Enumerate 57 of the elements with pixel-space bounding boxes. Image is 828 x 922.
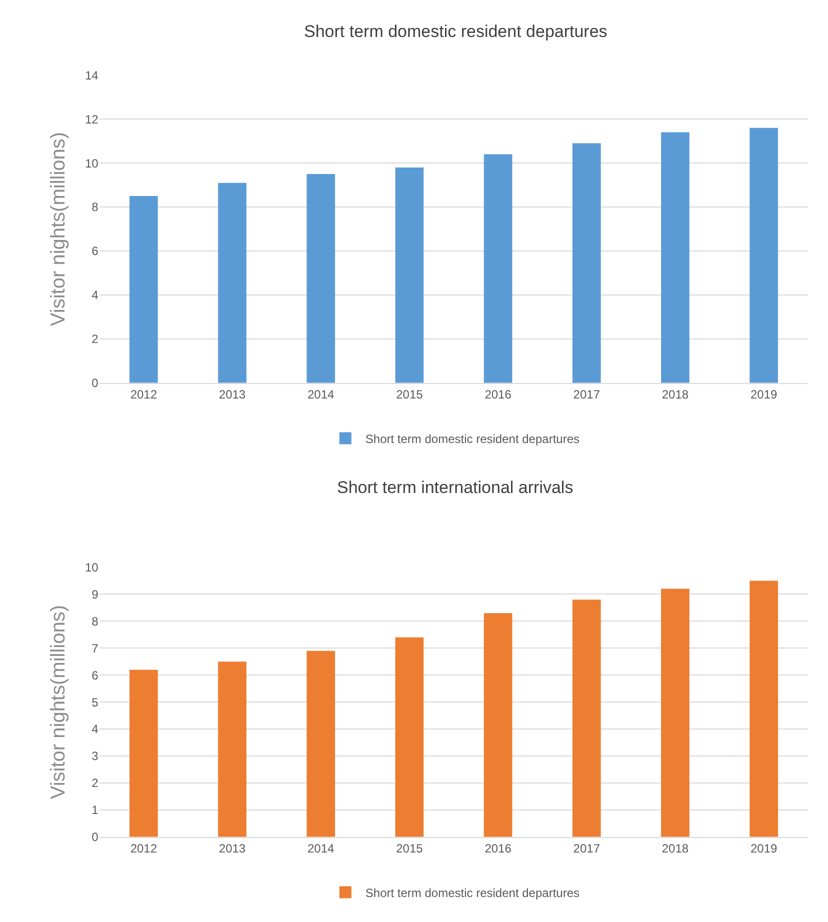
x-tick-label: 2018 xyxy=(662,387,689,402)
bar xyxy=(750,580,778,837)
x-tick-label: 2019 xyxy=(750,387,778,402)
y-tick-label: 5 xyxy=(92,695,99,710)
x-tick-label: 2014 xyxy=(308,841,335,856)
y-tick-label: 4 xyxy=(92,288,99,302)
legend-label: Short term domestic resident departures xyxy=(365,886,580,900)
chart-title: Short term domestic resident departures xyxy=(304,22,608,41)
y-tick-label: 10 xyxy=(85,156,99,170)
y-tick-label: 14 xyxy=(85,68,99,82)
bar xyxy=(661,132,690,383)
bar xyxy=(484,154,512,383)
bar xyxy=(218,662,246,837)
bar xyxy=(306,174,336,383)
legend-label: Short term domestic resident departures xyxy=(365,432,580,446)
bar xyxy=(395,167,424,383)
y-tick-label: 9 xyxy=(92,587,99,602)
x-tick-label: 2019 xyxy=(750,841,778,856)
x-tick-label: 2013 xyxy=(218,387,246,402)
y-tick-label: 2 xyxy=(92,332,99,346)
bar xyxy=(572,143,601,383)
y-axis-title: Visitor nights(millions) xyxy=(48,605,70,800)
y-tick-label: 10 xyxy=(85,560,99,574)
x-tick-label: 2016 xyxy=(484,841,512,856)
y-tick-label: 6 xyxy=(92,244,99,258)
x-tick-label: 2012 xyxy=(130,387,158,402)
y-tick-label: 7 xyxy=(92,641,99,656)
bar xyxy=(661,588,690,837)
x-tick-label: 2018 xyxy=(662,841,689,856)
bar xyxy=(218,182,246,383)
x-tick-label: 2017 xyxy=(573,841,600,856)
x-tick-label: 2015 xyxy=(396,841,424,856)
bar xyxy=(306,650,336,837)
x-tick-label: 2017 xyxy=(573,387,600,402)
y-tick-label: 12 xyxy=(85,112,99,126)
x-tick-label: 2013 xyxy=(218,841,246,856)
bar xyxy=(129,196,158,383)
x-tick-label: 2012 xyxy=(130,841,158,856)
y-tick-label: 4 xyxy=(92,722,99,736)
bar xyxy=(484,613,512,837)
y-tick-label: 0 xyxy=(92,830,99,844)
y-tick-label: 8 xyxy=(92,614,99,628)
y-axis-title: Visitor nights(millions) xyxy=(48,132,70,326)
y-tick-label: 0 xyxy=(92,376,99,390)
x-tick-label: 2014 xyxy=(308,387,335,402)
y-tick-label: 2 xyxy=(92,776,99,790)
y-tick-label: 3 xyxy=(92,749,99,764)
bar xyxy=(572,600,601,837)
y-tick-label: 6 xyxy=(92,668,99,682)
y-tick-label: 1 xyxy=(92,803,99,818)
bar xyxy=(395,637,424,837)
bar xyxy=(750,128,778,383)
y-tick-label: 8 xyxy=(92,200,99,214)
x-tick-label: 2015 xyxy=(396,387,424,402)
chart-title: Short term international arrivals xyxy=(337,478,574,497)
x-tick-label: 2016 xyxy=(484,387,512,402)
bar xyxy=(129,670,158,837)
